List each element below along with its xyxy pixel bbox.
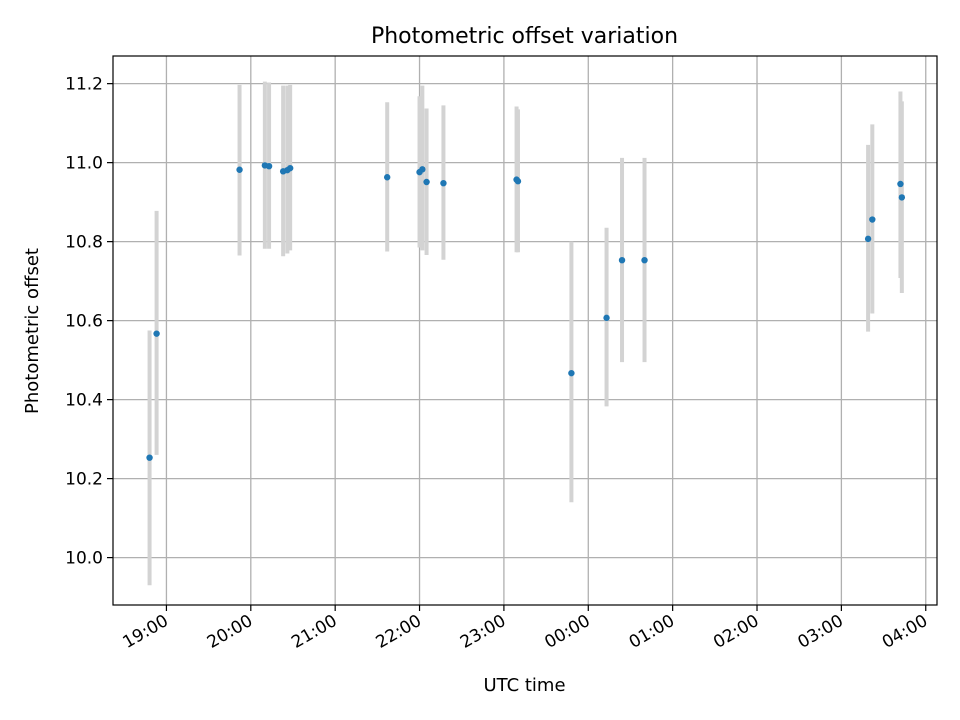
y-tick-label: 10.8 bbox=[65, 233, 103, 253]
x-tick-label: 23:00 bbox=[457, 611, 509, 653]
x-tick-label: 20:00 bbox=[204, 611, 256, 653]
y-axis: 10.0 10.2 10.4 10.6 10.8 11.0 11.2 bbox=[65, 75, 113, 569]
data-point bbox=[423, 178, 430, 186]
data-point bbox=[383, 174, 391, 181]
data-point bbox=[864, 235, 872, 243]
y-tick-label: 10.2 bbox=[65, 470, 103, 490]
data-point bbox=[514, 178, 522, 185]
chart-title: Photometric offset variation bbox=[371, 24, 678, 49]
y-tick-label: 11.2 bbox=[65, 75, 103, 95]
x-tick-label: 21:00 bbox=[288, 611, 340, 653]
data-point bbox=[898, 194, 906, 201]
data-point bbox=[641, 256, 648, 264]
y-tick-label: 11.0 bbox=[65, 154, 103, 174]
y-tick-label: 10.6 bbox=[65, 312, 103, 332]
data-point bbox=[603, 314, 610, 322]
x-tick-label: 00:00 bbox=[541, 611, 593, 653]
y-tick-label: 10.4 bbox=[65, 391, 103, 411]
grid bbox=[113, 56, 937, 605]
data-point bbox=[146, 454, 153, 461]
x-tick-label: 02:00 bbox=[710, 611, 762, 653]
data-point bbox=[236, 166, 243, 173]
data-point bbox=[897, 180, 904, 188]
data-point bbox=[153, 330, 160, 337]
data-point bbox=[618, 256, 626, 264]
x-tick-label: 03:00 bbox=[794, 611, 846, 653]
y-axis-label: Photometric offset bbox=[22, 248, 43, 414]
data-point bbox=[419, 166, 426, 173]
error-bars bbox=[147, 81, 904, 586]
data-point bbox=[440, 179, 447, 187]
plot-frame bbox=[112, 55, 938, 606]
data-point bbox=[568, 369, 575, 377]
x-tick-label: 04:00 bbox=[879, 611, 931, 653]
y-tick-label: 10.0 bbox=[65, 549, 103, 569]
x-tick-label: 19:00 bbox=[119, 611, 171, 653]
data-point bbox=[286, 164, 294, 172]
x-axis: 19:00 20:00 21:00 22:00 23:00 00:00 01:00 02:00… bbox=[119, 605, 931, 653]
data-points bbox=[146, 162, 906, 461]
x-tick-label: 01:00 bbox=[626, 611, 678, 653]
data-point bbox=[265, 162, 273, 170]
data-point bbox=[869, 216, 876, 223]
x-tick-label: 22:00 bbox=[373, 611, 425, 653]
x-axis-label: UTC time bbox=[483, 675, 565, 696]
